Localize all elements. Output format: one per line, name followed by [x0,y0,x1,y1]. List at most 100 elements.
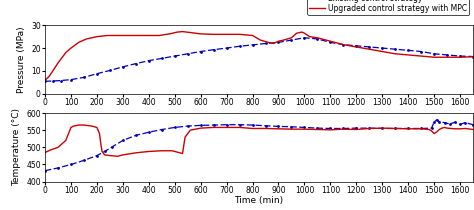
Upgraded control strategy with MPC [42,79,48,81]
Existing control strategy [198,124,203,127]
Existing control strategy [133,134,139,136]
Existing control strategy [172,55,178,57]
Upgraded control strategy with MPC [340,43,346,46]
Line: Existing control strategy: Existing control strategy [44,36,474,83]
Existing control strategy [172,126,178,129]
Existing control strategy [42,169,48,172]
Existing control strategy [428,127,434,129]
Existing control strategy [55,167,61,169]
Existing control strategy [457,123,463,126]
Upgraded control strategy with MPC [120,154,126,156]
Existing control strategy [276,125,282,128]
Existing control strategy [107,69,113,72]
Existing control strategy [419,50,424,53]
Upgraded control strategy with MPC [76,41,82,44]
Existing control strategy [447,123,453,125]
Upgraded control strategy with MPC [46,75,52,78]
Existing control strategy [81,159,87,162]
Upgraded control strategy with MPC [276,40,282,42]
Upgraded control strategy with MPC [405,54,411,56]
Existing control strategy [457,55,463,57]
Existing control strategy [211,124,217,126]
Upgraded control strategy with MPC [289,37,294,39]
Upgraded control strategy with MPC [444,56,450,58]
Legend: Existing control strategy, Upgraded control strategy with MPC: Existing control strategy, Upgraded cont… [307,0,469,15]
Upgraded control strategy with MPC [146,34,152,37]
Upgraded control strategy with MPC [180,30,185,33]
Existing control strategy [301,37,307,39]
Existing control strategy [263,125,268,127]
Upgraded control strategy with MPC [431,56,437,58]
Existing control strategy [328,41,333,44]
Upgraded control strategy with MPC [237,33,242,36]
Existing control strategy [463,121,468,124]
Existing control strategy [159,128,164,131]
Upgraded control strategy with MPC [294,32,300,34]
Existing control strategy [109,145,115,148]
Y-axis label: Temperature (°C): Temperature (°C) [12,108,21,186]
Existing control strategy [159,57,164,60]
Existing control strategy [224,123,229,126]
Existing control strategy [237,123,242,126]
Upgraded control strategy with MPC [307,35,312,38]
Existing control strategy [315,38,320,40]
Existing control strategy [185,125,191,127]
Existing control strategy [276,41,282,44]
Existing control strategy [379,127,385,130]
Existing control strategy [42,80,48,83]
Upgraded control strategy with MPC [136,34,141,37]
Existing control strategy [442,121,447,124]
Existing control strategy [328,127,333,130]
Upgraded control strategy with MPC [470,55,474,58]
Upgraded control strategy with MPC [379,50,385,53]
Existing control strategy [146,131,152,134]
Existing control strategy [444,54,450,56]
Upgraded control strategy with MPC [174,31,180,33]
Existing control strategy [50,80,55,82]
Existing control strategy [146,59,152,62]
Upgraded control strategy with MPC [94,35,100,38]
Existing control strategy [211,49,217,51]
Existing control strategy [340,43,346,46]
Upgraded control strategy with MPC [299,31,305,33]
Existing control strategy [366,127,372,129]
Upgraded control strategy with MPC [50,70,55,72]
Upgraded control strategy with MPC [439,127,445,129]
Existing control strategy [224,47,229,49]
Upgraded control strategy with MPC [104,34,110,37]
Existing control strategy [470,55,474,58]
Upgraded control strategy with MPC [76,124,82,126]
Existing control strategy [289,126,294,128]
Existing control strategy [405,127,411,130]
Upgraded control strategy with MPC [198,33,203,35]
Existing control strategy [68,78,74,81]
Upgraded control strategy with MPC [115,34,120,37]
Existing control strategy [102,150,108,153]
Upgraded control strategy with MPC [271,42,276,45]
Existing control strategy [379,47,385,49]
Existing control strategy [120,139,126,142]
Upgraded control strategy with MPC [392,52,398,55]
Existing control strategy [301,126,307,129]
Upgraded control strategy with MPC [68,47,74,49]
Line: Existing control strategy: Existing control strategy [44,118,474,172]
Upgraded control strategy with MPC [63,51,69,54]
Existing control strategy [392,127,398,130]
Existing control strategy [185,52,191,55]
Upgraded control strategy with MPC [187,31,193,34]
Existing control strategy [289,39,294,41]
Upgraded control strategy with MPC [419,127,424,130]
Line: Upgraded control strategy with MPC: Upgraded control strategy with MPC [45,125,473,156]
Existing control strategy [392,48,398,50]
Upgraded control strategy with MPC [156,34,162,37]
Existing control strategy [431,52,437,55]
Existing control strategy [68,163,74,166]
Upgraded control strategy with MPC [281,39,286,41]
Existing control strategy [94,72,100,75]
Existing control strategy [263,42,268,45]
Upgraded control strategy with MPC [257,39,263,41]
Existing control strategy [315,127,320,129]
Existing control strategy [198,50,203,53]
Line: Upgraded control strategy with MPC: Upgraded control strategy with MPC [45,32,473,80]
Existing control strategy [120,66,126,68]
